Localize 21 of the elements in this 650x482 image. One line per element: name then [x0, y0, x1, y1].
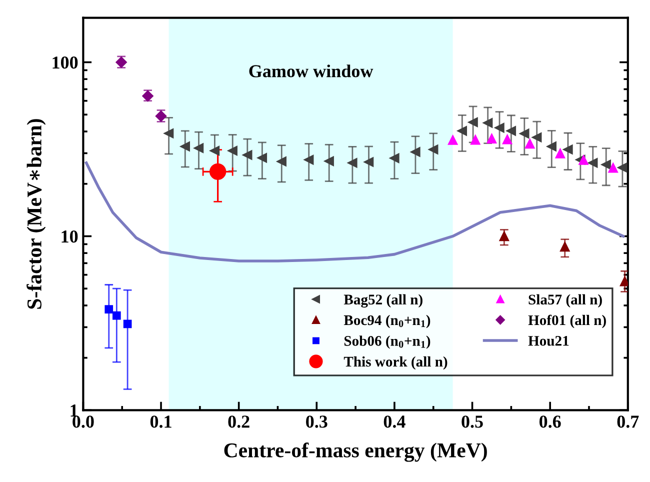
x-tick-label: 0.3 [306, 416, 328, 428]
y-axis-title: S-factor (MeV∗barn) [26, 119, 46, 309]
legend-label: Hof01 (all n) [528, 314, 606, 328]
legend-label: Sla57 (all n) [528, 294, 602, 308]
legend-label: This work (all n) [344, 356, 448, 370]
y-tick-label: 100 [52, 56, 78, 69]
x-axis-title: Centre-of-mass energy (MeV) [224, 442, 487, 462]
x-tick-label: 0.2 [228, 416, 250, 428]
legend-label: Bag52 (all n) [344, 294, 422, 308]
x-tick-label: 0.6 [539, 416, 561, 428]
y-tick-label: 1 [70, 404, 78, 416]
legend-label: Hou21 [528, 336, 569, 346]
x-tick-label: 0.7 [617, 416, 639, 428]
legend-label: Sob06 (n$_{0}$+n$_{1}$) [344, 336, 430, 349]
x-tick-label: 0.0 [72, 416, 94, 428]
legend-label: Boc94 (n$_{0}$+n$_{1}$) [344, 314, 430, 328]
x-tick-label: 0.5 [462, 416, 483, 428]
y-tick-label: 10 [62, 230, 78, 243]
x-tick-label: 0.4 [384, 416, 406, 428]
band-label: Gamow window [249, 64, 374, 78]
x-tick-label: 0.1 [150, 416, 172, 428]
